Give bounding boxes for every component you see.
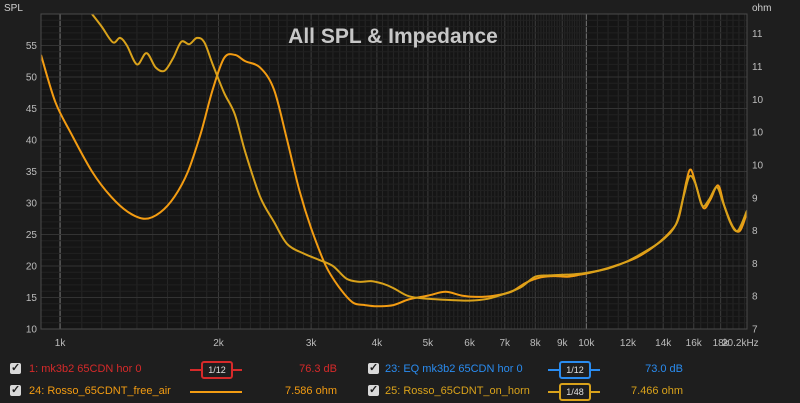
y2-tick-label: 7 (752, 325, 758, 336)
legend-value: 73.0 dB (645, 363, 683, 375)
x-tick-label: 18k (713, 338, 730, 349)
x-tick-label: 10k (578, 338, 595, 349)
y2-tick-label: 8 (752, 292, 758, 303)
y2-tick-label: 10 (752, 160, 764, 171)
y-tick-label: 45 (26, 104, 38, 115)
smoothing-badge[interactable]: 1/12 (201, 361, 233, 379)
chart-title: All SPL & Impedance (288, 25, 498, 48)
x-tick-label: 20.2kHz (722, 338, 759, 349)
legend-checkbox-24[interactable] (10, 380, 21, 400)
legend-line-swatch (190, 391, 242, 393)
legend-row-1: 1: mk3b2 65CDN hor 0 1/12 76.3 dB (0, 358, 400, 379)
y2-tick-label: 11 (752, 29, 763, 40)
x-tick-label: 3k (306, 338, 318, 349)
legend-name[interactable]: 24: Rosso_65CDNT_free_air (29, 385, 171, 397)
y2-tick-label: 10 (752, 95, 764, 106)
legend-name[interactable]: 23: EQ mk3b2 65CDN hor 0 (385, 363, 523, 375)
x-tick-label: 12k (620, 338, 637, 349)
chart-grid (41, 14, 748, 330)
x-tick-label: 6k (464, 338, 476, 349)
y2-axis-label: ohm (752, 3, 771, 14)
y2-tick-label: 8 (752, 259, 758, 270)
y-tick-label: 55 (26, 41, 38, 52)
x-tick-label: 7k (500, 338, 512, 349)
legend-panel: 1: mk3b2 65CDN hor 0 1/12 76.3 dB 23: EQ… (0, 356, 800, 403)
x-tick-label: 14k (655, 338, 672, 349)
legend-checkbox-1[interactable] (10, 358, 21, 378)
smoothing-badge[interactable]: 1/48 (559, 383, 591, 401)
y2-tick-label: 10 (752, 128, 764, 139)
x-tick-label: 9k (557, 338, 569, 349)
x-tick-label: 2k (213, 338, 225, 349)
legend-row-25: 25: Rosso_65CDNT_on_horn 1/48 7.466 ohm (368, 380, 800, 401)
legend-row-24: 24: Rosso_65CDNT_free_air 7.586 ohm (0, 380, 400, 401)
y-tick-label: 10 (26, 325, 38, 336)
x-tick-label: 1k (55, 338, 67, 349)
x-tick-label: 5k (423, 338, 435, 349)
plot-frame (40, 13, 748, 330)
x-tick-label: 8k (530, 338, 542, 349)
legend-value: 76.3 dB (299, 363, 337, 375)
y2-tick-label: 11 (752, 62, 763, 73)
y-axis-label: SPL (4, 3, 23, 14)
y-tick-label: 25 (26, 230, 38, 241)
legend-checkbox-23[interactable] (368, 358, 379, 378)
y2-tick-label: 8 (752, 226, 758, 237)
y-tick-label: 50 (26, 73, 38, 84)
spl-impedance-chart[interactable]: 1k 2k 3k 4k 5k 6k 7k 8k 9k 10k 12k 14k 16k 18k20.2kHz… (0, 0, 800, 356)
legend-row-23: 23: EQ mk3b2 65CDN hor 0 1/12 73.0 dB (368, 358, 800, 379)
legend-name[interactable]: 1: mk3b2 65CDN hor 0 (29, 363, 142, 375)
y-tick-label: 35 (26, 167, 38, 178)
series-line-2 (91, 14, 747, 302)
legend-checkbox-25[interactable] (368, 380, 379, 400)
chart-series-lines (41, 14, 747, 308)
y2-tick-label: 9 (752, 193, 758, 204)
legend-value: 7.466 ohm (631, 385, 683, 397)
y-tick-label: 30 (26, 199, 38, 210)
y-tick-label: 40 (26, 136, 38, 147)
legend-name[interactable]: 25: Rosso_65CDNT_on_horn (385, 385, 530, 397)
x-tick-label: 16k (686, 338, 703, 349)
y-tick-label: 20 (26, 262, 38, 273)
chart-axes: 1k 2k 3k 4k 5k 6k 7k 8k 9k 10k 12k 14k 16k 18k20.2kHz… (26, 13, 764, 349)
legend-value: 7.586 ohm (285, 385, 337, 397)
y-tick-label: 15 (26, 293, 38, 304)
smoothing-badge[interactable]: 1/12 (559, 361, 591, 379)
x-tick-label: 4k (372, 338, 384, 349)
